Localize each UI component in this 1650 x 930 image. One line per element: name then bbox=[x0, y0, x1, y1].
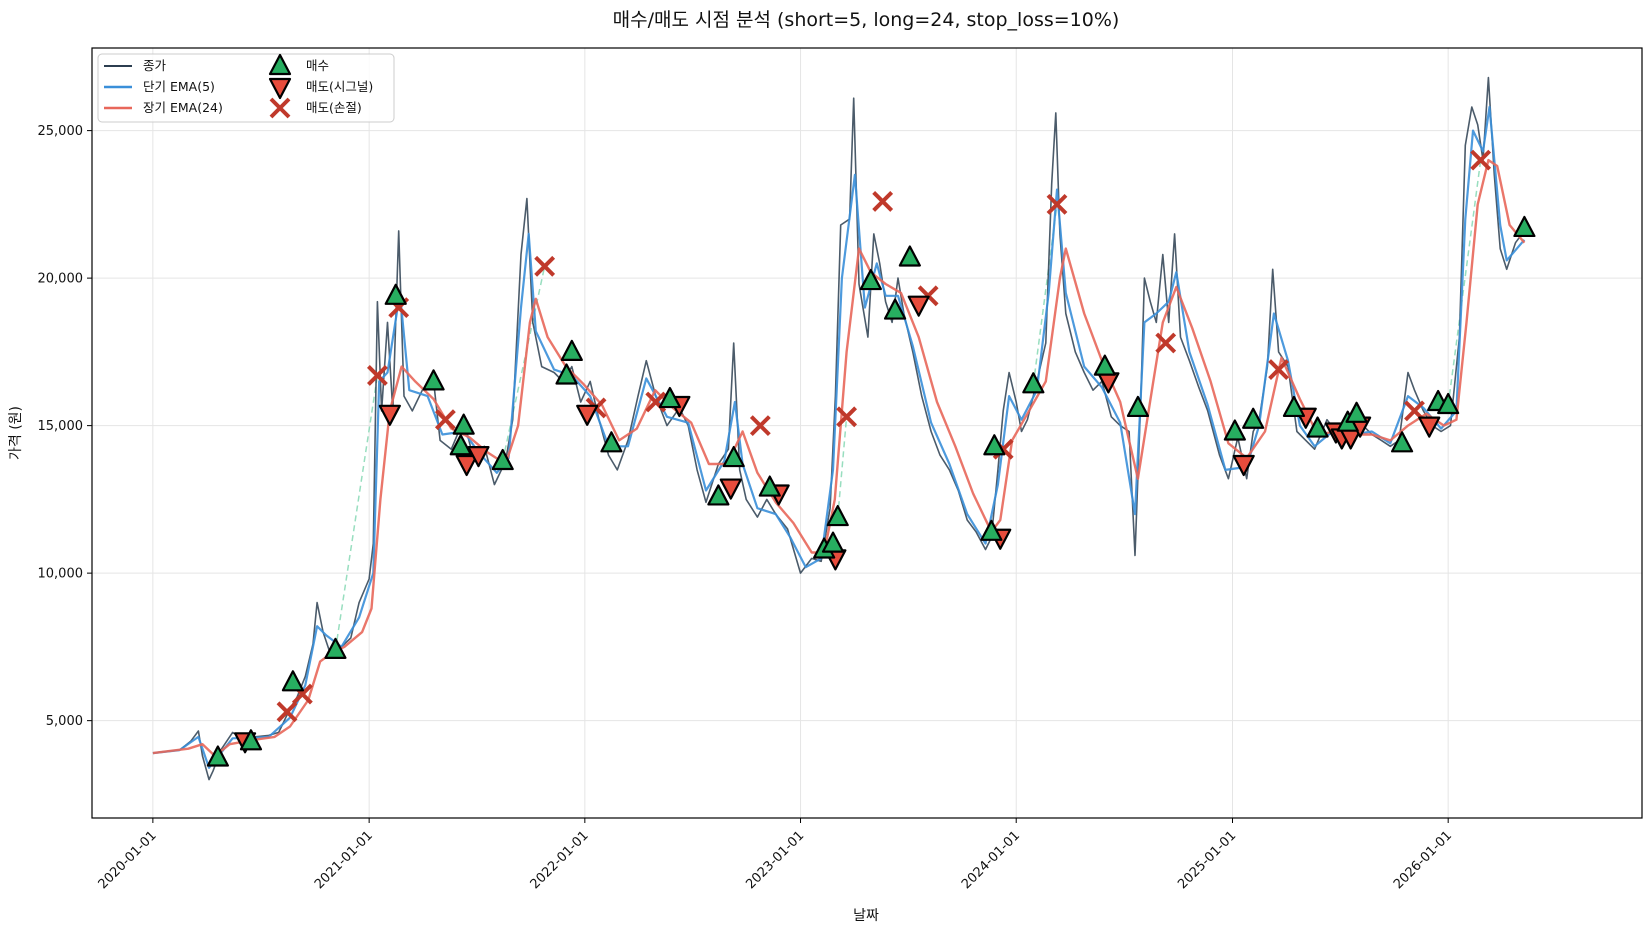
legend-sell-signal-marker bbox=[268, 77, 292, 100]
buy-marker bbox=[1345, 401, 1368, 423]
sell-signal-marker bbox=[576, 404, 599, 426]
buy-marker bbox=[883, 298, 907, 320]
legend-sell-stop-marker bbox=[269, 97, 291, 119]
buy-marker bbox=[281, 670, 305, 692]
buy-marker bbox=[859, 268, 882, 291]
y-tick-label: 25,000 bbox=[38, 124, 84, 139]
buy-marker bbox=[239, 729, 263, 751]
buy-marker bbox=[707, 484, 730, 506]
buy-marker bbox=[722, 445, 745, 468]
legend-buy-marker bbox=[268, 53, 292, 76]
y-axis-ticks: 5,000 10,000 15,000 20,000 25,000 bbox=[38, 124, 92, 729]
legend-sell-signal-label: 매도(시그널) bbox=[306, 79, 373, 94]
buy-marker bbox=[1437, 392, 1460, 415]
legend-stop-cross bbox=[269, 97, 291, 119]
sell-stop-marker bbox=[749, 415, 771, 437]
plot-frame bbox=[91, 47, 1643, 819]
buy-marker bbox=[1390, 431, 1414, 453]
buy-marker bbox=[758, 475, 781, 497]
buy-marker bbox=[1093, 354, 1116, 376]
sell-stop-marker bbox=[1268, 359, 1289, 380]
y-axis-label: 가격 (원) bbox=[8, 406, 24, 460]
trade-link-line bbox=[334, 375, 379, 650]
buy-marker bbox=[898, 245, 921, 267]
sell-signal-marker bbox=[907, 295, 930, 317]
buy-marker bbox=[555, 363, 578, 385]
buy-marker bbox=[1513, 215, 1536, 238]
legend-ema-long-label: 장기 EMA(24) bbox=[143, 100, 223, 115]
buy-marker bbox=[1306, 416, 1329, 438]
legend-buy-label: 매수 bbox=[306, 58, 329, 73]
trade-markers bbox=[206, 149, 1536, 767]
close-price-line bbox=[152, 76, 1526, 781]
y-tick-label: 15,000 bbox=[38, 419, 84, 434]
buy-marker bbox=[980, 519, 1003, 541]
sell-stop-marker bbox=[534, 255, 556, 277]
buy-marker bbox=[1282, 395, 1306, 418]
sell-stop-marker bbox=[367, 365, 388, 386]
legend-sell-triangle bbox=[268, 77, 292, 100]
sell-signal-marker bbox=[455, 454, 478, 477]
sell-stop-marker bbox=[1155, 332, 1177, 354]
buy-marker bbox=[1223, 419, 1246, 441]
legend: 종가 단기 EMA(5) 장기 EMA(24) 매수 매도(시그널) 매도(손절… bbox=[97, 53, 395, 123]
buy-marker bbox=[983, 434, 1006, 456]
buy-marker bbox=[821, 531, 845, 553]
legend-box bbox=[97, 53, 395, 123]
buy-marker bbox=[600, 431, 623, 453]
sell-signal-marker bbox=[378, 404, 401, 426]
buy-marker bbox=[560, 339, 583, 361]
sell-stop-marker bbox=[1046, 193, 1068, 215]
buy-marker bbox=[449, 434, 472, 456]
buy-marker bbox=[1242, 407, 1265, 429]
sell-stop-marker bbox=[836, 406, 858, 428]
sell-stop-marker bbox=[276, 701, 298, 723]
sell-signal-marker bbox=[1418, 416, 1441, 438]
legend-close-label: 종가 bbox=[143, 58, 167, 73]
buy-marker bbox=[1022, 372, 1045, 394]
y-tick-label: 10,000 bbox=[38, 567, 84, 582]
y-tick-label: 20,000 bbox=[38, 272, 84, 287]
buy-marker bbox=[658, 386, 682, 409]
ema-short-line bbox=[152, 105, 1526, 769]
buy-marker bbox=[422, 369, 445, 391]
sell-stop-marker bbox=[1470, 149, 1492, 171]
buy-marker bbox=[452, 413, 475, 435]
sell-stop-marker bbox=[872, 190, 894, 212]
trade-link-line bbox=[837, 416, 848, 518]
chart-title: 매수/매도 시점 분석 (short=5, long=24, stop_loss… bbox=[613, 9, 1120, 31]
buy-marker bbox=[491, 448, 514, 471]
legend-ema-short-label: 단기 EMA(5) bbox=[143, 79, 215, 94]
buy-marker bbox=[1126, 395, 1150, 418]
buy-marker bbox=[324, 637, 347, 659]
legend-sell-stop-label: 매도(손절) bbox=[306, 100, 362, 115]
sell-signal-marker bbox=[1232, 454, 1255, 477]
sell-stop-marker bbox=[434, 409, 456, 431]
buy-marker bbox=[206, 745, 229, 767]
trade-link-line bbox=[501, 266, 546, 462]
buy-marker bbox=[384, 283, 407, 305]
x-axis-label: 날짜 bbox=[853, 908, 879, 924]
legend-buy-triangle bbox=[268, 53, 292, 76]
sell-signal-marker bbox=[467, 446, 490, 468]
y-tick-label: 5,000 bbox=[46, 714, 83, 729]
buy-marker bbox=[826, 504, 849, 527]
trade-link-line bbox=[1447, 160, 1482, 406]
sell-signal-marker bbox=[719, 478, 742, 500]
